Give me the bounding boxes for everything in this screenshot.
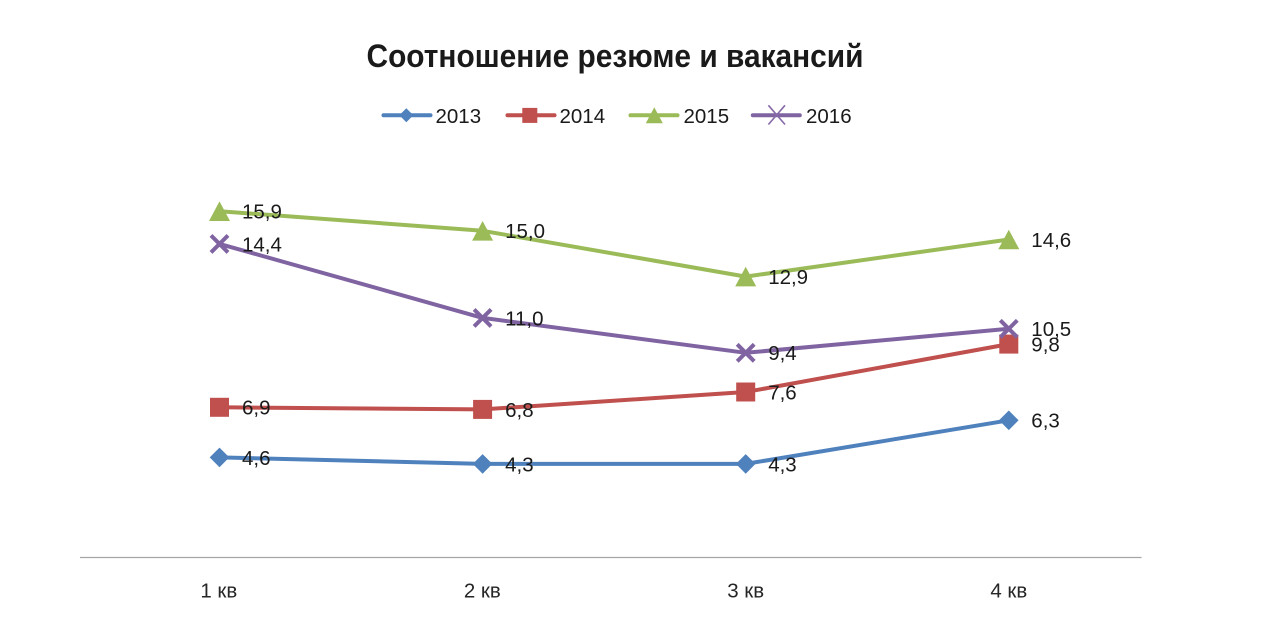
svg-text:4 кв: 4 кв — [990, 580, 1027, 603]
svg-text:11,0: 11,0 — [505, 307, 543, 330]
svg-text:1 кв: 1 кв — [200, 580, 237, 603]
svg-text:2016: 2016 — [806, 105, 852, 128]
svg-text:6,8: 6,8 — [505, 399, 533, 422]
svg-text:12,9: 12,9 — [768, 266, 808, 289]
svg-text:14,4: 14,4 — [242, 233, 282, 256]
svg-text:4,6: 4,6 — [242, 447, 271, 470]
svg-text:Соотношение резюме и вакансий: Соотношение резюме и вакансий — [367, 38, 864, 74]
svg-text:3 кв: 3 кв — [727, 580, 764, 603]
svg-text:15,9: 15,9 — [242, 201, 282, 224]
svg-text:4,3: 4,3 — [505, 453, 533, 476]
svg-text:2013: 2013 — [436, 105, 482, 128]
svg-text:4,3: 4,3 — [768, 453, 797, 476]
svg-text:6,9: 6,9 — [242, 397, 271, 420]
svg-text:10,5: 10,5 — [1031, 318, 1071, 341]
svg-text:2 кв: 2 кв — [464, 580, 501, 603]
svg-text:2015: 2015 — [684, 105, 730, 128]
svg-text:15,0: 15,0 — [505, 220, 545, 243]
svg-text:2014: 2014 — [560, 105, 606, 128]
svg-text:7,6: 7,6 — [768, 381, 797, 404]
svg-text:6,3: 6,3 — [1031, 410, 1060, 433]
svg-text:9,4: 9,4 — [768, 342, 797, 365]
svg-text:9,8: 9,8 — [1031, 334, 1060, 357]
svg-text:14,6: 14,6 — [1031, 229, 1071, 252]
